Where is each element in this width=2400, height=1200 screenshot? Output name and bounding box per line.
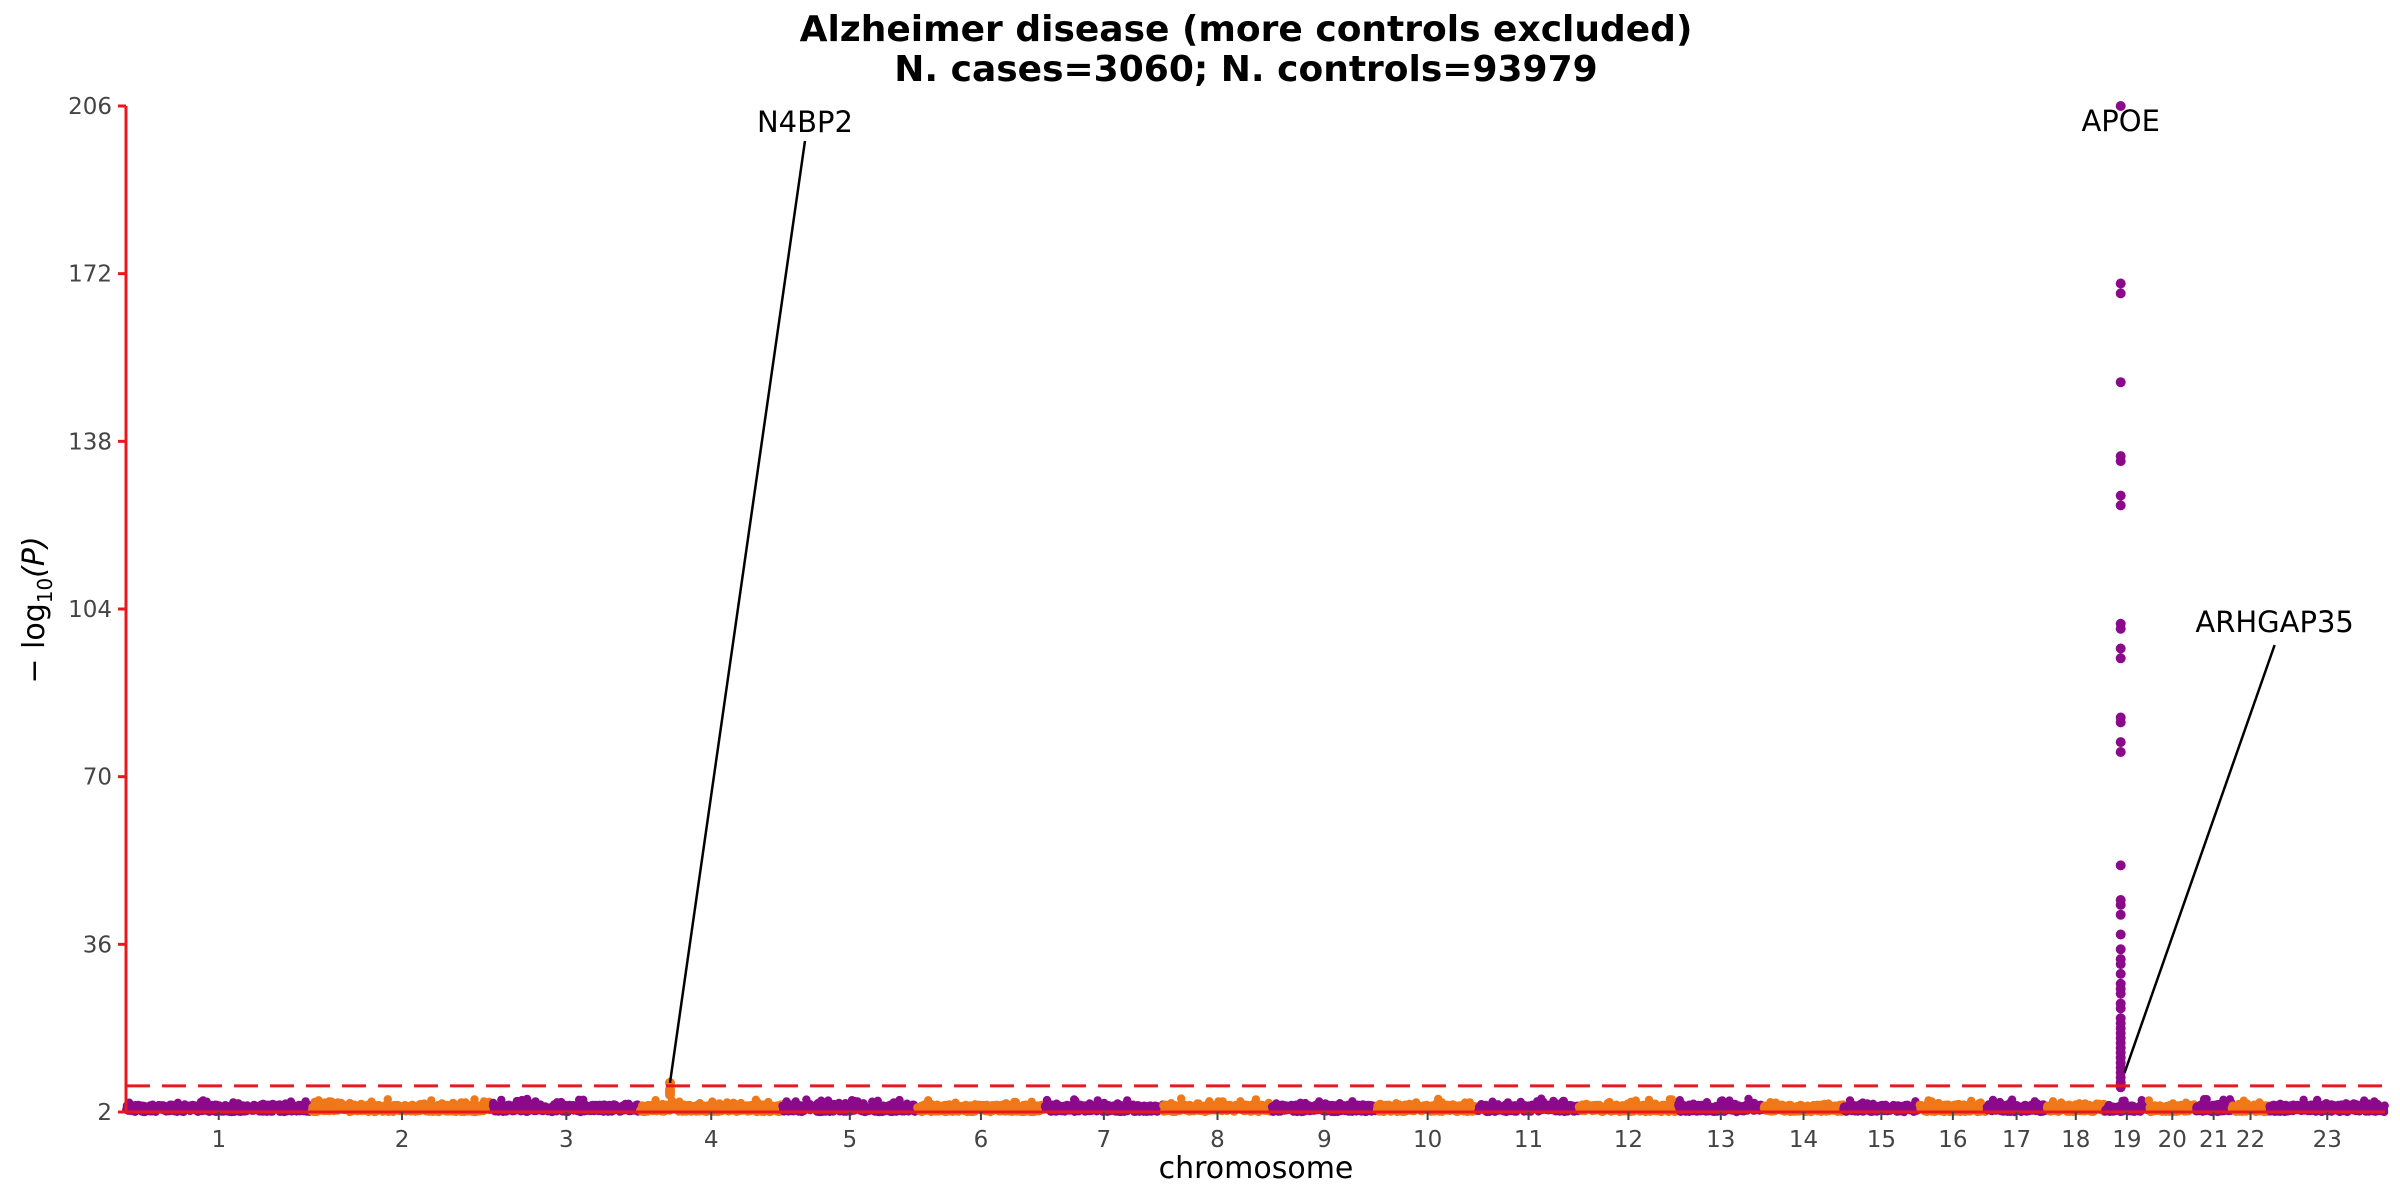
peak-snp-point (2115, 717, 2126, 728)
snp-point (2313, 1095, 2322, 1105)
x-tick-label: 3 (559, 1127, 574, 1153)
x-tick-label: 18 (2061, 1127, 2090, 1153)
x-tick-label: 15 (1867, 1127, 1896, 1153)
y-tick-label: 2 (97, 1100, 112, 1126)
x-tick-label: 19 (2112, 1127, 2141, 1153)
peak-snp-point (2115, 101, 2126, 111)
peak-snp-point (2115, 944, 2126, 955)
chromosome-8-points (1159, 1094, 1277, 1117)
snp-point (2202, 1095, 2211, 1104)
x-tick-label: 20 (2158, 1127, 2187, 1153)
peak-snp-point (665, 1089, 675, 1100)
peak-snp-point (2115, 377, 2126, 388)
y-axis-ticks: 2 36 70 104 138 172 206 (68, 94, 126, 1126)
x-tick-label: 22 (2236, 1127, 2265, 1153)
y-tick-label: 36 (83, 932, 112, 958)
x-tick-label: 5 (842, 1127, 857, 1153)
peak-snp-point (2115, 1003, 2126, 1014)
x-tick-label: 7 (1097, 1127, 1112, 1153)
peak-snp-point (2115, 959, 2126, 970)
annotation-connector (668, 140, 807, 1084)
peak-snp-point (2115, 988, 2126, 999)
x-tick-label: 17 (2002, 1127, 2031, 1153)
peak-chromosome-19 (2115, 101, 2126, 1093)
peak-snp-point (2115, 968, 2126, 979)
x-tick-label: 12 (1614, 1127, 1643, 1153)
peak-snp-point (2115, 288, 2126, 299)
peak-snp-point (2115, 456, 2126, 467)
y-tick-label: 172 (68, 262, 112, 288)
peak-snp-point (2115, 278, 2126, 289)
peak-snp-point (2115, 909, 2126, 920)
chart-title-line1: Alzheimer disease (more controls exclude… (800, 9, 1693, 50)
x-tick-label: 1 (211, 1127, 226, 1153)
snp-point (2380, 1101, 2389, 1110)
peak-snp-point (2115, 860, 2126, 871)
y-tick-label: 206 (68, 94, 112, 120)
peak-snp-point (2115, 490, 2126, 501)
peak-snp-point (2115, 653, 2126, 664)
y-tick-label: 138 (68, 429, 112, 455)
x-tick-label: 8 (1210, 1127, 1225, 1153)
peak-snp-point (2115, 623, 2126, 634)
x-axis-ticks: 1 2 3 4 5 6 7 8 9 10 11 12 13 14 15 16 17 18 19 20 21 22 23 (211, 1112, 2342, 1153)
peak-snp-point (2115, 747, 2126, 757)
x-tick-label: 13 (1706, 1127, 1735, 1153)
x-tick-label: 23 (2313, 1127, 2342, 1153)
peak-snp-point (2115, 643, 2126, 654)
x-tick-label: 4 (704, 1127, 719, 1153)
peak-snp-point (2115, 737, 2126, 748)
chromosome-5-points (778, 1095, 921, 1117)
peak-snp-point (2115, 929, 2126, 940)
x-tick-label: 6 (974, 1127, 989, 1153)
x-tick-label: 2 (395, 1127, 410, 1153)
peak-snp-point (2115, 899, 2126, 910)
chart-title-line2: N. cases=3060; N. controls=93979 (894, 49, 1597, 90)
peak-snp-point (2115, 500, 2126, 511)
y-tick-label: 70 (83, 765, 112, 791)
x-tick-label: 9 (1317, 1127, 1332, 1153)
x-tick-label: 11 (1514, 1127, 1543, 1153)
x-tick-label: 21 (2199, 1127, 2228, 1153)
x-tick-label: 14 (1789, 1127, 1818, 1153)
data-points (122, 101, 2389, 1117)
y-tick-label: 104 (68, 597, 112, 623)
snp-point (470, 1095, 479, 1104)
x-tick-label: 16 (1938, 1127, 1967, 1153)
x-tick-label: 10 (1413, 1127, 1442, 1153)
